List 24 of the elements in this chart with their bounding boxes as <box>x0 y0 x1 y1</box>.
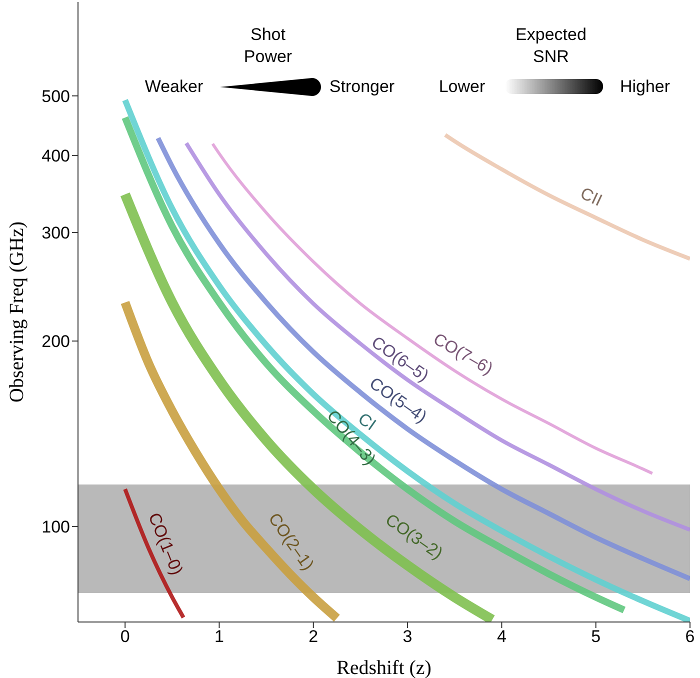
x-tick-label: 0 <box>120 627 130 646</box>
x-tick-label: 5 <box>591 627 601 646</box>
x-tick-label: 6 <box>685 627 695 646</box>
annotation: Expected SNR <box>516 25 586 66</box>
line-series <box>443 132 690 261</box>
annotation: Shot Power <box>244 25 292 66</box>
y-tick-label: 200 <box>42 332 70 352</box>
y-tick-label: 500 <box>42 86 70 106</box>
line-series <box>123 487 186 620</box>
y-tick-label: 300 <box>42 224 70 243</box>
annotation: Weaker <box>144 77 204 96</box>
y-tick-label: 400 <box>42 146 70 166</box>
y-axis-title: Observing Freq (GHz) <box>6 221 28 403</box>
x-tick-label: 1 <box>214 627 224 646</box>
annotation: Stronger <box>329 77 395 96</box>
y-tick-label: 100 <box>42 518 70 537</box>
annotation: Lower <box>438 77 486 96</box>
x-tick-label: 3 <box>402 627 412 646</box>
text: CII <box>577 184 606 210</box>
annotation: Higher <box>620 77 670 96</box>
x-tick-label: 2 <box>308 627 318 646</box>
x-tick-label: 4 <box>496 627 506 646</box>
line-series <box>211 142 654 475</box>
x-axis-title: Redshift (z) <box>336 657 432 678</box>
